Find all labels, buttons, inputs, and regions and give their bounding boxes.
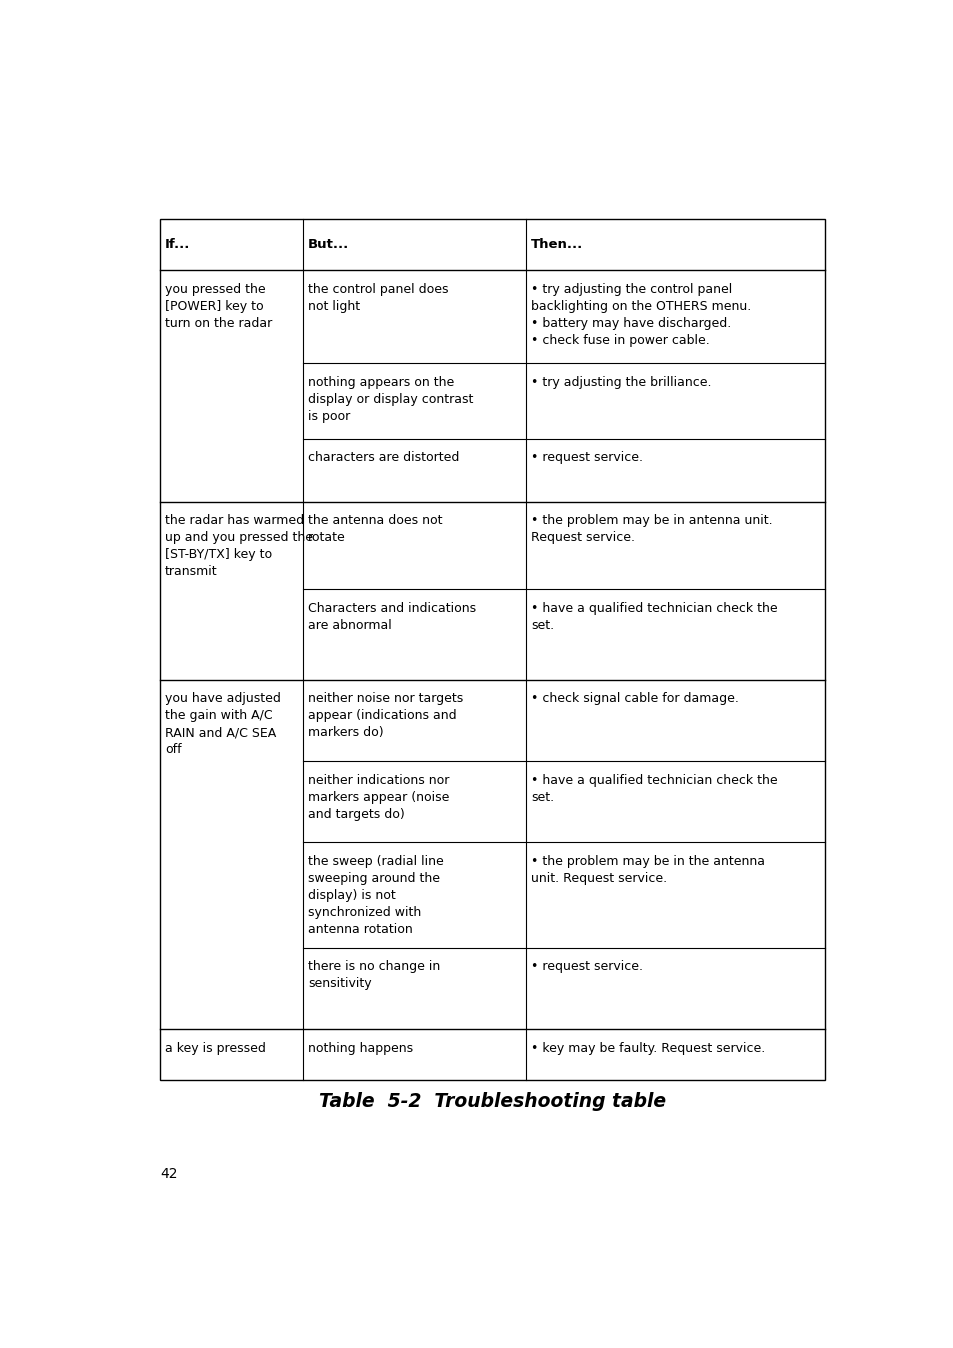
Text: you have adjusted
the gain with A/C
RAIN and A/C SEA
off: you have adjusted the gain with A/C RAIN… (165, 692, 281, 756)
Text: • try adjusting the brilliance.: • try adjusting the brilliance. (531, 376, 711, 388)
Text: • have a qualified technician check the
set.: • have a qualified technician check the … (531, 774, 777, 803)
Text: characters are distorted: characters are distorted (308, 452, 459, 464)
Text: neither indications nor
markers appear (noise
and targets do): neither indications nor markers appear (… (308, 774, 449, 821)
Text: 42: 42 (160, 1167, 177, 1181)
Text: • the problem may be in the antenna
unit. Request service.: • the problem may be in the antenna unit… (531, 855, 764, 884)
Text: • have a qualified technician check the
set.: • have a qualified technician check the … (531, 601, 777, 632)
Text: • the problem may be in antenna unit.
Request service.: • the problem may be in antenna unit. Re… (531, 515, 772, 545)
Text: there is no change in
sensitivity: there is no change in sensitivity (308, 960, 440, 991)
Text: neither noise nor targets
appear (indications and
markers do): neither noise nor targets appear (indica… (308, 692, 463, 739)
Text: But...: But... (308, 239, 349, 251)
Text: nothing appears on the
display or display contrast
is poor: nothing appears on the display or displa… (308, 376, 473, 423)
Text: • try adjusting the control panel
backlighting on the OTHERS menu.
• battery may: • try adjusting the control panel backli… (531, 283, 751, 346)
Text: the control panel does
not light: the control panel does not light (308, 283, 448, 313)
Text: the sweep (radial line
sweeping around the
display) is not
synchronized with
ant: the sweep (radial line sweeping around t… (308, 855, 443, 936)
Text: • check signal cable for damage.: • check signal cable for damage. (531, 692, 739, 705)
Text: the antenna does not
rotate: the antenna does not rotate (308, 515, 442, 545)
Text: Table  5-2  Troubleshooting table: Table 5-2 Troubleshooting table (318, 1092, 665, 1111)
Text: If...: If... (165, 239, 191, 251)
Text: the radar has warmed
up and you pressed the
[ST-BY/TX] key to
transmit: the radar has warmed up and you pressed … (165, 515, 313, 578)
Text: nothing happens: nothing happens (308, 1042, 413, 1054)
Text: you pressed the
[POWER] key to
turn on the radar: you pressed the [POWER] key to turn on t… (165, 283, 272, 329)
Text: a key is pressed: a key is pressed (165, 1042, 266, 1054)
Text: • request service.: • request service. (531, 960, 642, 973)
Text: • key may be faulty. Request service.: • key may be faulty. Request service. (531, 1042, 764, 1054)
Bar (160, 218, 824, 1080)
Text: • request service.: • request service. (531, 452, 642, 464)
Text: Characters and indications
are abnormal: Characters and indications are abnormal (308, 601, 476, 632)
Text: Then...: Then... (531, 239, 582, 251)
